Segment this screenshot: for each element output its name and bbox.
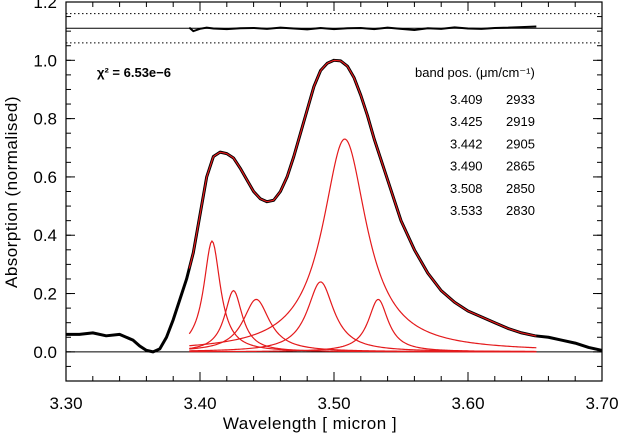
band-position-wavenumber: 2830 xyxy=(506,203,535,218)
band-position-wavenumber: 2850 xyxy=(506,181,535,196)
component-line xyxy=(188,240,537,353)
band-position-micron: 3.409 xyxy=(450,92,483,107)
x-tick-label: 3.60 xyxy=(451,394,484,413)
band-position-micron: 3.490 xyxy=(450,159,483,174)
x-tick-label: 3.70 xyxy=(585,394,618,413)
band-position-micron: 3.508 xyxy=(450,181,483,196)
x-tick-label: 3.40 xyxy=(183,394,216,413)
band-position-wavenumber: 2865 xyxy=(506,159,535,174)
y-tick-label: 0.2 xyxy=(33,285,57,304)
band-position-wavenumber: 2905 xyxy=(506,136,535,151)
band-position-wavenumber: 2919 xyxy=(506,114,535,129)
y-tick-label: 1.2 xyxy=(33,0,57,12)
series-layer xyxy=(66,25,602,354)
band-position-micron: 3.425 xyxy=(450,114,483,129)
y-tick-label: 0.6 xyxy=(33,168,57,187)
total-fit-line xyxy=(188,59,537,337)
component-line xyxy=(189,138,537,349)
x-tick-label: 3.30 xyxy=(49,394,82,413)
band-position-wavenumber: 2933 xyxy=(506,92,535,107)
band-position-table: 3.409 2933 3.425 2919 3.442 2905 3.490 2865 3.50… xyxy=(450,92,535,218)
y-tick-label: 0.0 xyxy=(33,343,57,362)
ticks-layer: 3.30 3.40 3.50 3.60 3.70 0.0 0.2 0.4 0.6 0.8 1.0 1.… xyxy=(33,0,618,413)
x-tick-label: 3.50 xyxy=(317,394,350,413)
x-axis-title: Wavelength [ micron ] xyxy=(223,414,397,433)
residual-line xyxy=(188,25,537,33)
band-position-micron: 3.442 xyxy=(450,136,483,151)
y-tick-label: 1.0 xyxy=(33,51,57,70)
component-line xyxy=(189,298,537,353)
band-position-micron: 3.533 xyxy=(450,203,483,218)
y-axis-title: Absorption (normalised) xyxy=(2,96,21,288)
chi-squared-label: χ² = 6.53e−6 xyxy=(97,65,171,80)
y-tick-label: 0.8 xyxy=(33,110,57,129)
y-tick-label: 0.4 xyxy=(33,226,57,245)
band-table-header: band pos. (μm/cm⁻¹) xyxy=(415,65,535,80)
